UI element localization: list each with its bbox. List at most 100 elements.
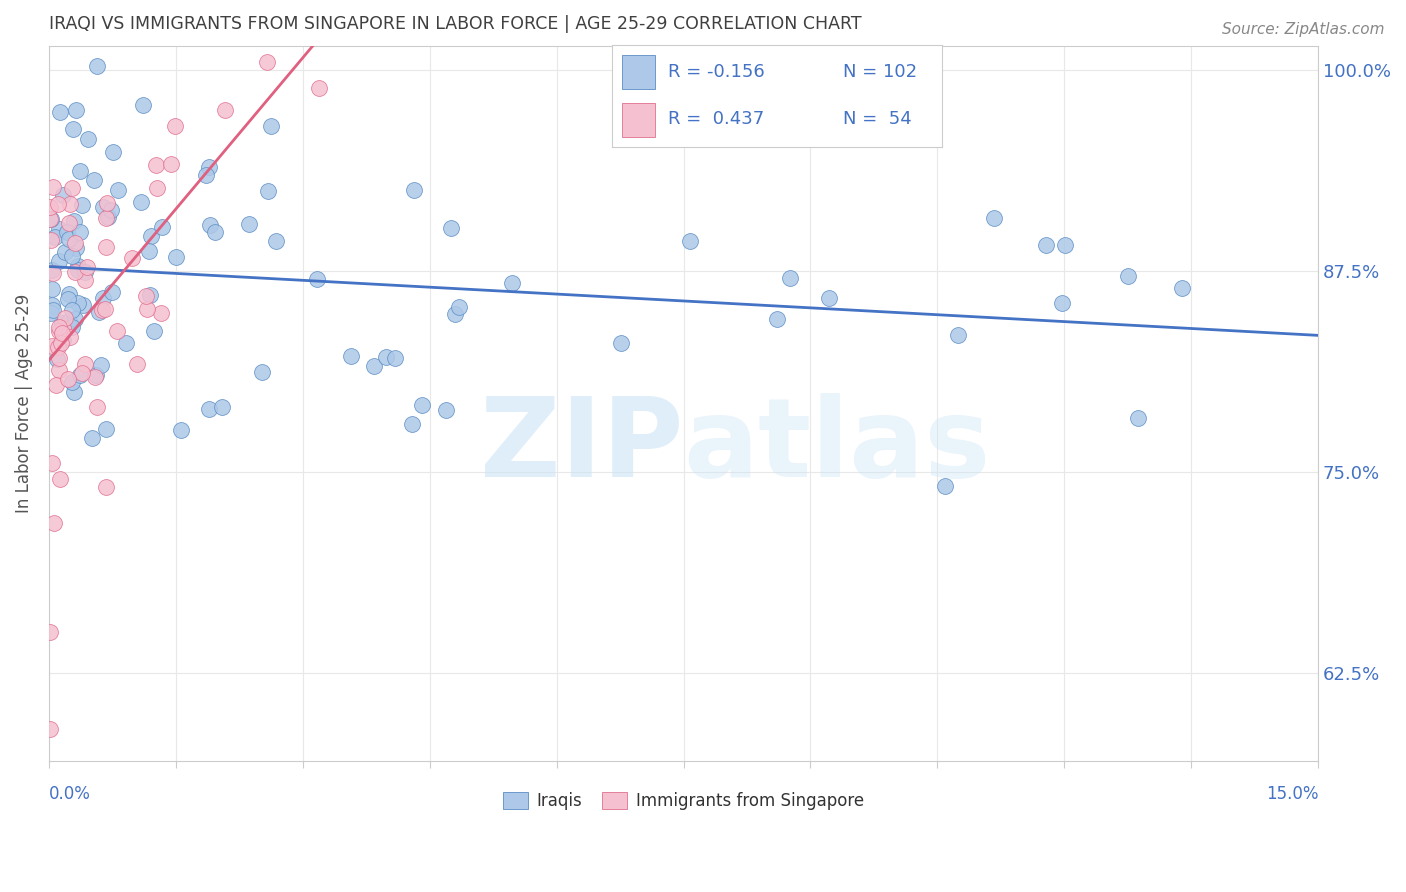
Point — [45, 378, 67, 392]
Point — [132, 97, 155, 112]
Point — [134, 289, 156, 303]
Text: IRAQI VS IMMIGRANTS FROM SINGAPORE IN LABOR FORCE | AGE 25-29 CORRELATION CHART: IRAQI VS IMMIGRANTS FROM SINGAPORE IN LA… — [49, 15, 862, 33]
Point — [214, 103, 236, 117]
Point — [58, 287, 80, 301]
Point — [678, 234, 700, 248]
Text: 15.0%: 15.0% — [1265, 785, 1319, 803]
Point — [145, 157, 167, 171]
Point — [53, 311, 76, 326]
Point — [404, 184, 426, 198]
Legend: Iraqis, Immigrants from Singapore: Iraqis, Immigrants from Singapore — [496, 786, 870, 817]
Point — [447, 300, 470, 314]
Point — [136, 302, 159, 317]
Point — [73, 357, 96, 371]
Point — [250, 365, 273, 379]
Point — [1053, 238, 1076, 252]
Point — [384, 351, 406, 365]
Y-axis label: In Labor Force | Age 25-29: In Labor Force | Age 25-29 — [15, 293, 32, 513]
Point — [44, 229, 66, 244]
Point — [163, 119, 186, 133]
Point — [58, 314, 80, 328]
Point — [65, 103, 87, 117]
Point — [48, 363, 70, 377]
Point — [89, 304, 111, 318]
Point — [129, 194, 152, 209]
Text: Source: ZipAtlas.com: Source: ZipAtlas.com — [1222, 22, 1385, 37]
Point — [440, 220, 463, 235]
Point — [305, 272, 328, 286]
Point — [76, 132, 98, 146]
Point — [69, 368, 91, 382]
Point — [56, 225, 79, 239]
Text: R = -0.156: R = -0.156 — [668, 63, 765, 81]
Point — [84, 368, 107, 382]
Point — [53, 245, 76, 260]
Point — [46, 351, 69, 366]
Point — [107, 183, 129, 197]
Point — [51, 326, 73, 340]
Point — [42, 266, 65, 280]
Point — [198, 402, 221, 417]
Point — [401, 417, 423, 432]
Point — [934, 479, 956, 493]
Point — [94, 211, 117, 225]
Point — [308, 80, 330, 95]
Point — [1050, 296, 1073, 310]
Point — [63, 384, 86, 399]
Point — [65, 235, 87, 250]
Point — [139, 288, 162, 302]
Point — [101, 145, 124, 160]
Point — [363, 359, 385, 374]
Point — [1128, 411, 1150, 425]
Point — [105, 324, 128, 338]
Point — [94, 421, 117, 435]
Point — [264, 235, 287, 249]
Point — [56, 372, 79, 386]
Point — [41, 282, 63, 296]
Point — [49, 472, 72, 486]
FancyBboxPatch shape — [621, 103, 655, 137]
Point — [60, 181, 83, 195]
Point — [1171, 281, 1194, 295]
Point — [41, 180, 63, 194]
Point — [73, 272, 96, 286]
Point — [260, 119, 283, 133]
Point — [779, 271, 801, 285]
Point — [100, 203, 122, 218]
Point — [48, 320, 70, 334]
Point — [198, 160, 221, 174]
Point — [48, 340, 70, 354]
Point — [42, 302, 65, 317]
Point — [150, 220, 173, 235]
Point — [97, 210, 120, 224]
Point — [59, 196, 82, 211]
Point — [60, 320, 83, 334]
Point — [146, 181, 169, 195]
Point — [170, 423, 193, 437]
FancyBboxPatch shape — [621, 55, 655, 88]
Point — [58, 232, 80, 246]
Point — [39, 306, 62, 320]
Point — [100, 285, 122, 299]
Point — [39, 200, 62, 214]
Point — [138, 244, 160, 258]
Point — [67, 259, 90, 273]
Point — [46, 197, 69, 211]
Point — [256, 54, 278, 69]
Point — [94, 302, 117, 317]
Text: N =  54: N = 54 — [844, 111, 911, 128]
Point — [70, 198, 93, 212]
Point — [66, 295, 89, 310]
Point — [73, 265, 96, 279]
Point — [501, 276, 523, 290]
Point — [948, 327, 970, 342]
Point — [38, 722, 60, 736]
Point — [58, 292, 80, 306]
Point — [1035, 237, 1057, 252]
Text: ZIP: ZIP — [481, 392, 683, 500]
Point — [41, 339, 63, 353]
Text: 0.0%: 0.0% — [49, 785, 91, 803]
Point — [93, 200, 115, 214]
Point — [62, 122, 84, 136]
Text: N = 102: N = 102 — [844, 63, 917, 81]
